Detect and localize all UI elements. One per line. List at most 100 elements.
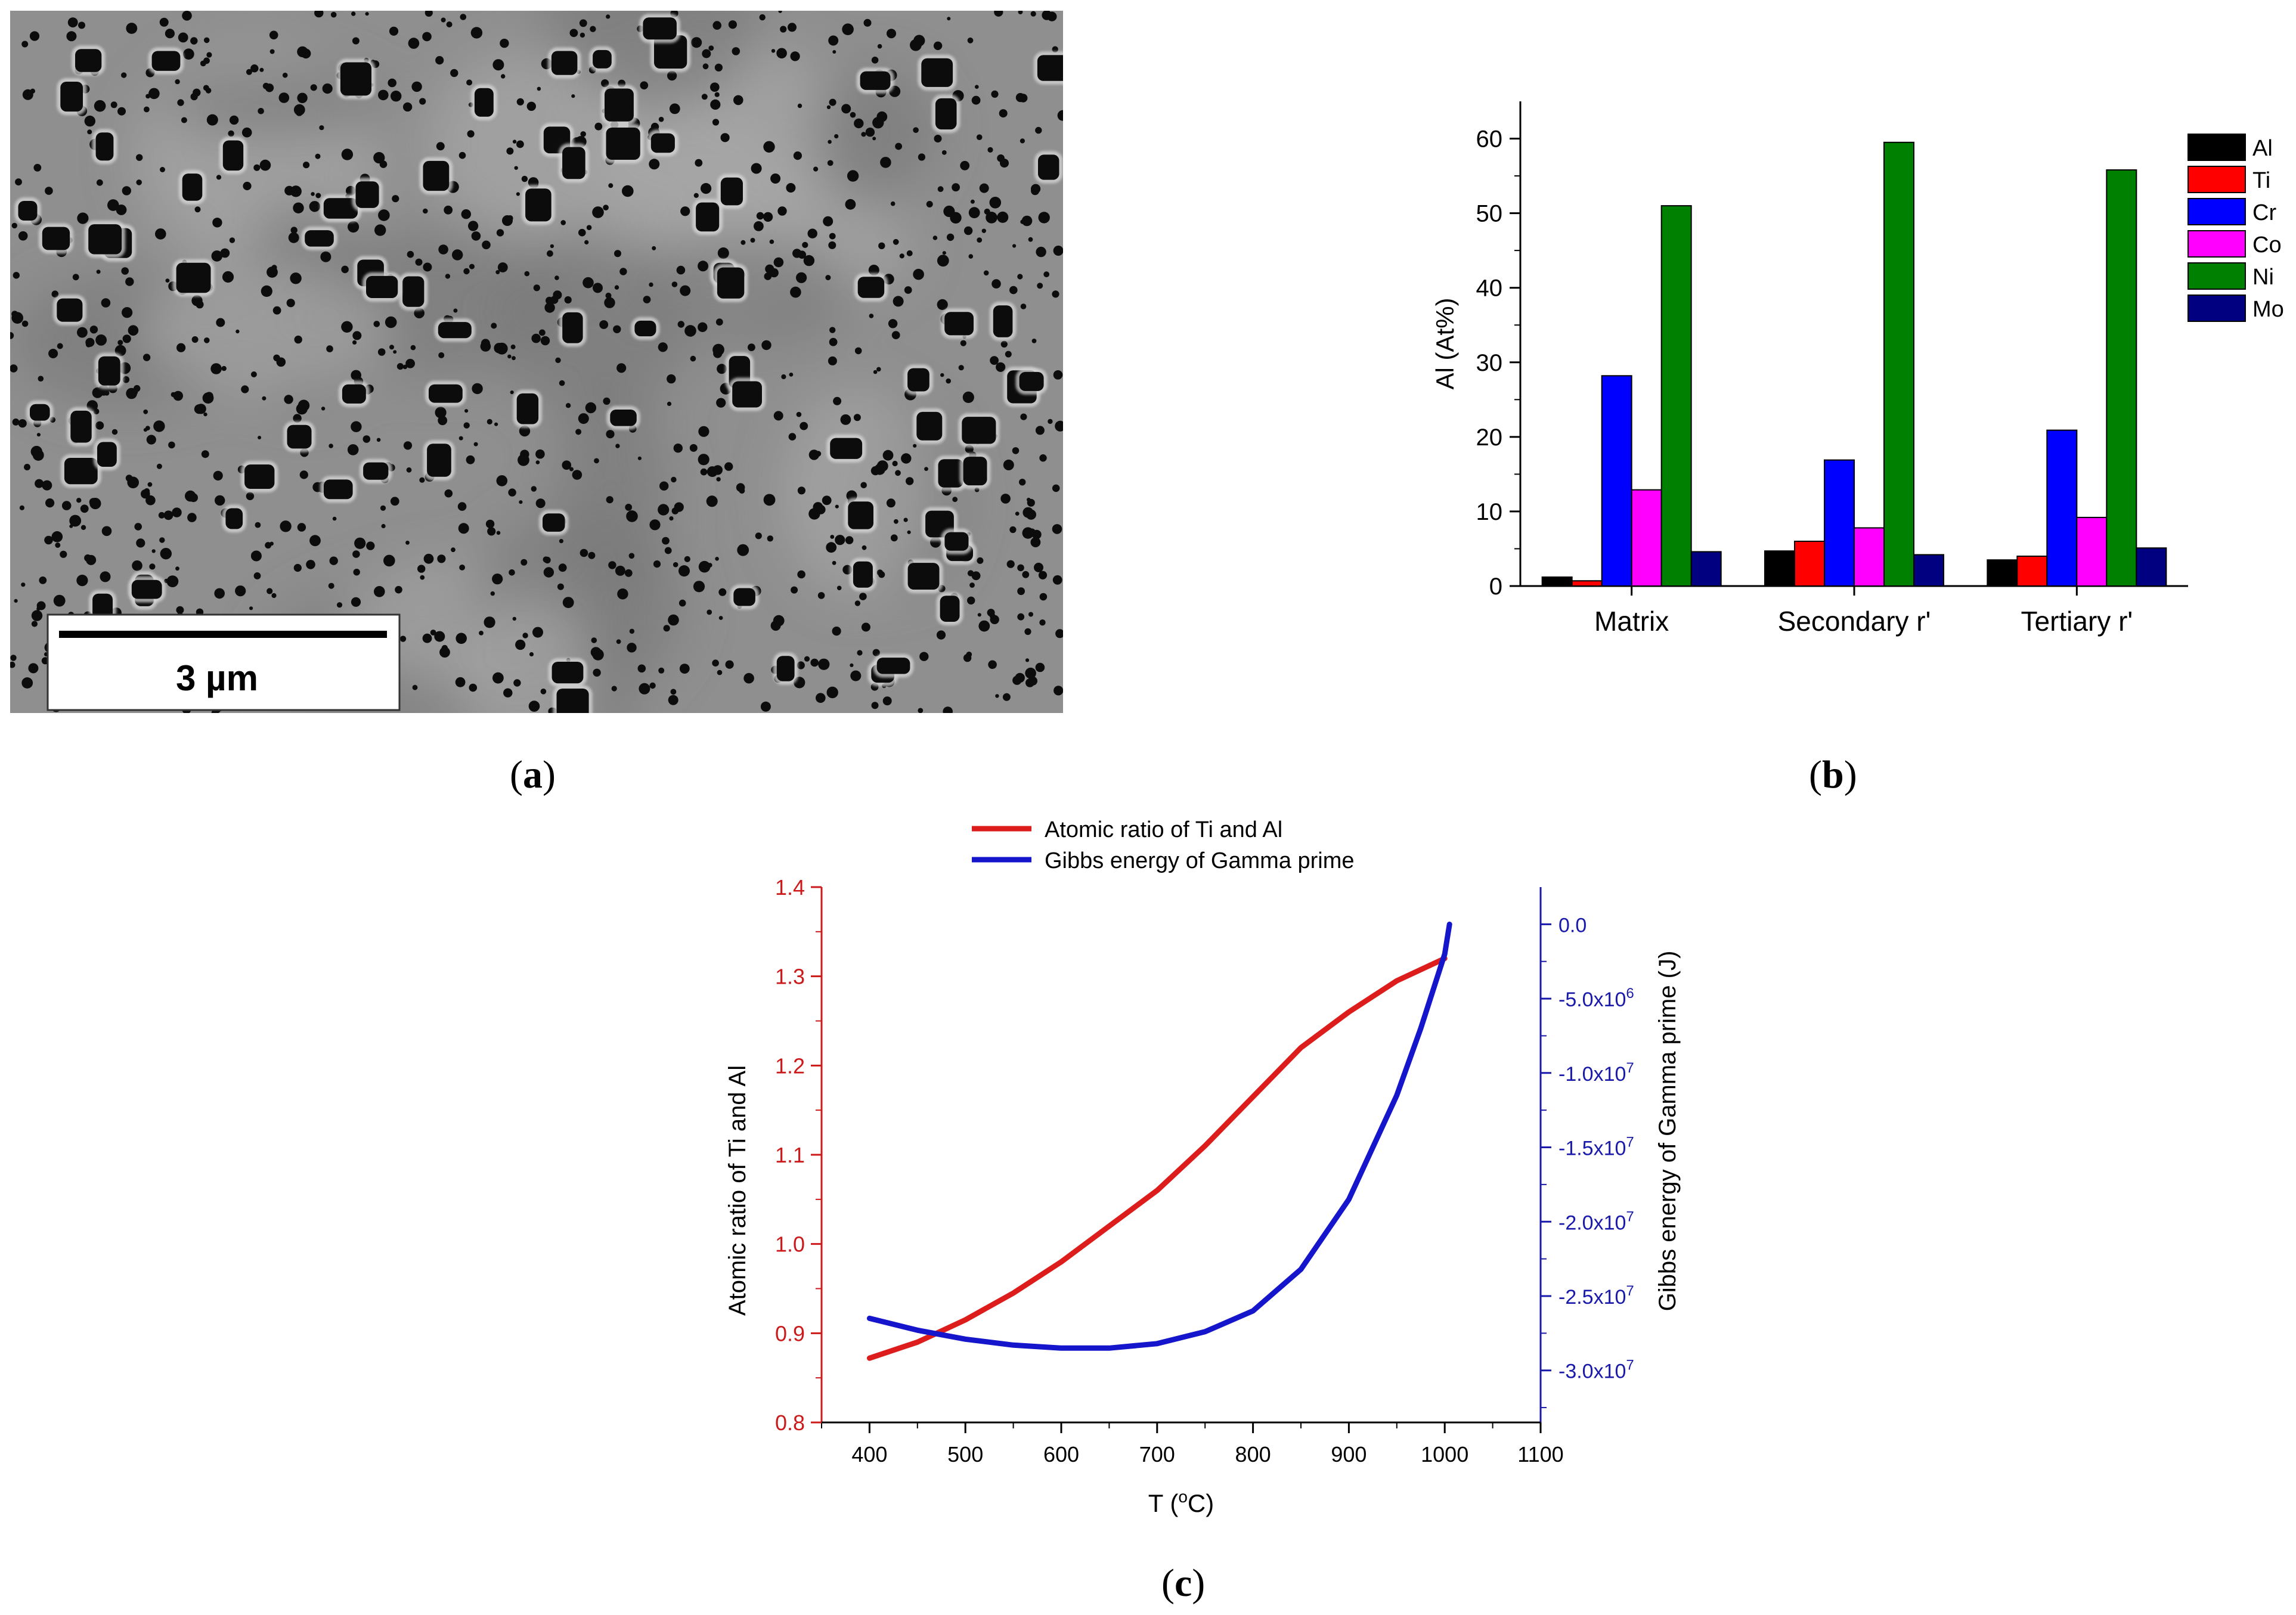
tertiary-particle [1015,512,1020,516]
secondary-particle [363,462,389,480]
precipitate-particles [10,11,1063,713]
tertiary-particle [1028,676,1037,686]
tertiary-particle [55,543,61,548]
tertiary-particle [151,549,156,553]
tertiary-particle [145,426,150,430]
tertiary-particle [253,572,261,579]
tertiary-particle [997,211,1009,223]
tertiary-particle [441,17,446,23]
tertiary-particle [578,228,586,237]
tertiary-particle [159,537,165,543]
tertiary-particle [797,661,805,669]
tertiary-particle [255,522,261,528]
tertiary-particle [290,272,302,284]
tertiary-particle [1009,286,1018,295]
tertiary-particle [1031,339,1037,343]
tertiary-particle [21,41,29,48]
tertiary-particle [297,92,308,103]
tertiary-particle [748,343,755,351]
tertiary-particle [614,250,621,258]
right-y-tick-label: 0.0 [1558,914,1587,937]
tertiary-particle [736,483,745,492]
tertiary-particle [468,221,479,231]
tertiary-particle [995,694,999,698]
tertiary-particle [469,683,478,692]
tertiary-particle [535,460,540,464]
tertiary-particle [22,89,33,100]
tertiary-particle [258,436,262,439]
legend-swatch-mo [2187,295,2246,322]
secondary-particle [993,305,1013,337]
tertiary-particle [861,622,870,632]
tertiary-particle [968,254,974,259]
tertiary-particle [712,343,724,356]
bar-chart: 0 10 20 30 40 50 60 Al (At%) Matrix Secondary r' T… [1431,101,2284,637]
tertiary-particle [941,150,947,155]
tertiary-particle [513,679,521,687]
tertiary-particle [1035,426,1045,435]
right-y-tick-label: -1.5x107 [1558,1134,1634,1160]
tertiary-particle [872,117,884,129]
tertiary-particle [716,477,721,482]
tertiary-particle [165,29,175,39]
legend-label-cr: Cr [2252,200,2276,225]
tertiary-particle [763,212,773,222]
secondary-particle [562,147,585,179]
tertiary-particle [826,686,838,699]
tertiary-particle [531,486,537,492]
right-y-tick-label: -3.0x107 [1558,1357,1634,1383]
tertiary-particle [472,383,483,395]
tertiary-particle [503,688,513,698]
tertiary-particle [710,99,721,110]
tertiary-particle [763,494,776,506]
secondary-particle [474,88,494,117]
tertiary-particle [378,209,390,221]
tertiary-particle [423,553,434,564]
tertiary-particle [919,652,929,661]
tertiary-particle [770,173,781,184]
tertiary-particle [101,298,111,308]
tertiary-particle [458,436,463,441]
x-tick-label: 500 [947,1442,983,1467]
left-y-tick-label: 1.4 [775,875,805,900]
tertiary-particle [206,114,218,126]
tertiary-particle [604,297,615,308]
tertiary-particle [155,228,166,240]
tertiary-particle [667,401,672,407]
tertiary-particle [21,582,26,587]
tertiary-particle [691,37,702,48]
tertiary-particle [315,153,321,159]
tertiary-particle [136,179,142,185]
tertiary-particle [396,363,404,370]
tertiary-particle [626,510,638,522]
tertiary-particle [625,504,633,511]
tertiary-particle [332,516,337,521]
tertiary-particle [599,320,609,329]
tertiary-particle [967,37,974,44]
bar-cr-0 [1601,375,1632,587]
left-y-tick-label: 1.2 [775,1053,805,1078]
tertiary-particle [422,633,432,643]
tertiary-particle [894,519,898,524]
tertiary-particle [28,663,39,674]
tertiary-particle [716,398,726,408]
tertiary-particle [649,519,661,531]
tertiary-particle [594,458,599,464]
tertiary-particle [756,212,764,220]
tertiary-particle [1009,526,1017,534]
tertiary-particle [829,337,838,346]
tertiary-particle [606,14,611,19]
secondary-particle [944,532,969,551]
tertiary-particle [77,327,88,338]
y-tick-label: 50 [1476,201,1503,227]
tertiary-particle [243,181,252,191]
tertiary-particle [246,492,255,500]
tertiary-particle [678,599,686,607]
legend-swatch-co [2187,230,2246,258]
tertiary-particle [273,354,280,361]
tertiary-particle [668,614,679,626]
tertiary-particle [39,576,47,584]
tertiary-particle [125,277,134,286]
tertiary-particle [160,548,172,560]
tertiary-particle [952,183,960,192]
